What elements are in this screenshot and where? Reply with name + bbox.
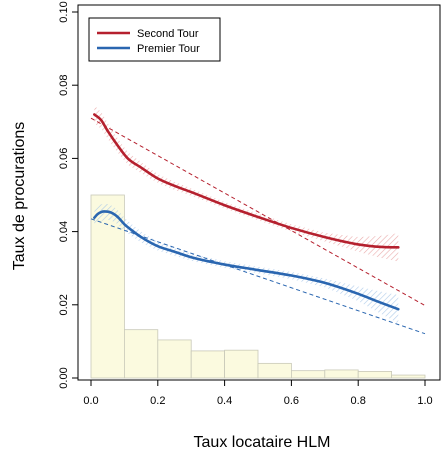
histogram-bar-1 bbox=[124, 329, 159, 379]
histogram-bar-5 bbox=[257, 362, 292, 379]
y-tick-label-3: 0.06 bbox=[58, 148, 70, 169]
legend-box bbox=[88, 17, 221, 62]
y-tick-label-1: 0.02 bbox=[58, 294, 70, 315]
plot-frame bbox=[77, 4, 441, 381]
y-tick-label-4: 0.08 bbox=[58, 74, 70, 95]
histogram-bar-8 bbox=[357, 371, 393, 379]
linear-fit-1 bbox=[90, 218, 426, 335]
histogram-bar-7 bbox=[324, 369, 359, 379]
x-tick-label-0: 0.0 bbox=[83, 395, 98, 407]
histogram-bar-0 bbox=[90, 194, 125, 379]
x-tick-label-3: 0.6 bbox=[284, 395, 299, 407]
linear-fits bbox=[90, 117, 426, 335]
x-axis: 0.0 0.2 0.4 0.6 0.8 1.0 bbox=[83, 380, 433, 407]
x-tick-label-2: 0.4 bbox=[217, 395, 232, 407]
histogram-bar-9 bbox=[391, 374, 426, 379]
legend-label-second-tour: Second Tour bbox=[137, 28, 199, 40]
series-line-1 bbox=[93, 210, 400, 311]
linear-fit-0 bbox=[90, 117, 426, 306]
y-tick-label-0: 0.00 bbox=[58, 367, 70, 388]
y-axis-title: Taux de procurations bbox=[11, 122, 28, 271]
histogram bbox=[90, 194, 426, 379]
histogram-bar-2 bbox=[157, 339, 192, 379]
histogram-bar-3 bbox=[190, 350, 225, 379]
histogram-bar-6 bbox=[290, 370, 326, 379]
x-tick-label-4: 0.8 bbox=[351, 395, 366, 407]
y-axis: 0.00 0.02 0.04 0.06 0.08 0.10 bbox=[58, 1, 78, 389]
y-tick-label-2: 0.04 bbox=[58, 221, 70, 242]
histogram-bar-4 bbox=[224, 349, 259, 379]
y-tick-label-5: 0.10 bbox=[58, 1, 70, 22]
legend: Second Tour Premier Tour bbox=[88, 17, 221, 62]
smooth-curves bbox=[93, 113, 400, 311]
confidence-band-1 bbox=[94, 203, 399, 324]
x-tick-label-1: 0.2 bbox=[150, 395, 165, 407]
series-line-0 bbox=[93, 113, 400, 249]
legend-label-premier-tour: Premier Tour bbox=[137, 43, 200, 55]
x-axis-title: Taux locataire HLM bbox=[194, 434, 331, 451]
x-tick-label-5: 1.0 bbox=[417, 395, 432, 407]
